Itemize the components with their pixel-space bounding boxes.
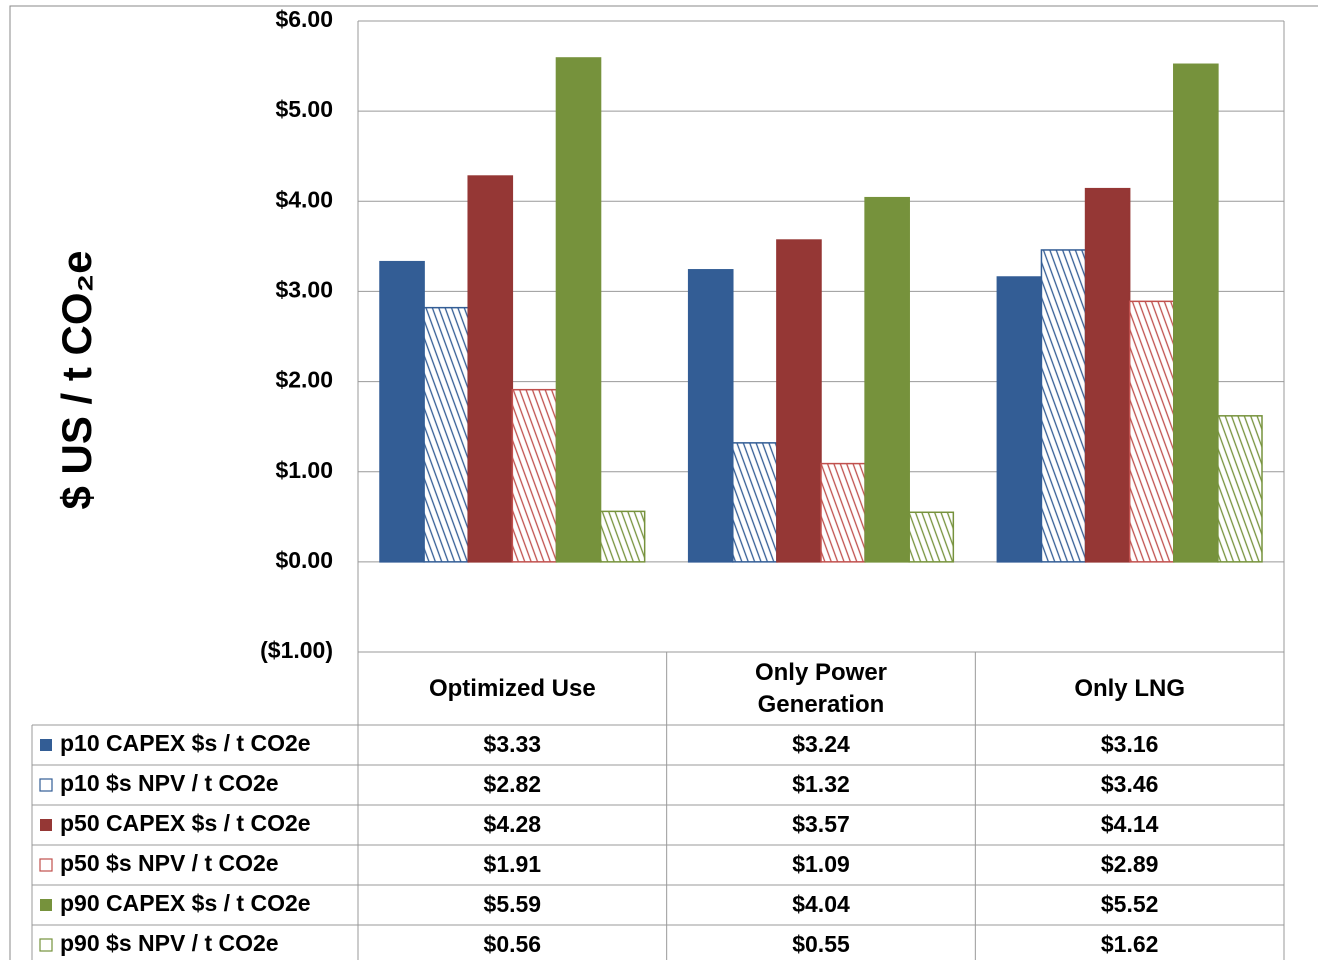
bar bbox=[423, 306, 469, 563]
table-value: $2.89 bbox=[1101, 851, 1159, 877]
table-value: $5.59 bbox=[484, 891, 542, 917]
legend-swatch bbox=[40, 819, 52, 831]
bar bbox=[687, 269, 734, 563]
table-value: $3.24 bbox=[792, 731, 850, 757]
y-tick-label: $6.00 bbox=[275, 6, 333, 32]
bar bbox=[1128, 300, 1175, 563]
bar bbox=[776, 239, 822, 563]
y-axis-title: $ US / t CO₂e bbox=[53, 250, 100, 509]
x-tick-label: Only Power Generation bbox=[754, 658, 888, 718]
table-value: $1.91 bbox=[484, 851, 542, 877]
table-value: $3.33 bbox=[484, 731, 542, 757]
bar bbox=[379, 260, 425, 563]
legend-label: p90 $s NPV / t CO2e bbox=[60, 930, 279, 956]
y-tick-label: $2.00 bbox=[275, 367, 333, 393]
bar bbox=[732, 442, 778, 563]
bar bbox=[599, 510, 646, 563]
table-value: $5.52 bbox=[1101, 891, 1159, 917]
bar bbox=[1084, 187, 1131, 563]
table-value: $1.32 bbox=[792, 771, 850, 797]
bar bbox=[908, 511, 955, 563]
table-value: $3.57 bbox=[792, 811, 850, 837]
y-tick-label: $5.00 bbox=[275, 96, 333, 122]
legend-label: p50 $s NPV / t CO2e bbox=[60, 850, 279, 876]
legend-label: p50 CAPEX $s / t CO2e bbox=[60, 810, 311, 836]
bar bbox=[1217, 415, 1263, 563]
legend-swatch bbox=[39, 858, 53, 872]
x-tick-label: Only LNG bbox=[1074, 674, 1185, 702]
table-value: $4.14 bbox=[1101, 811, 1159, 837]
legend-swatch bbox=[40, 899, 52, 911]
bar bbox=[1173, 63, 1219, 563]
legend-label: p90 CAPEX $s / t CO2e bbox=[60, 890, 311, 916]
table-value: $2.82 bbox=[484, 771, 542, 797]
y-tick-label: $1.00 bbox=[275, 457, 333, 483]
table-value: $4.28 bbox=[484, 811, 542, 837]
table-value: $1.09 bbox=[792, 851, 850, 877]
table-value: $4.04 bbox=[792, 891, 850, 917]
legend-swatch bbox=[39, 938, 53, 952]
legend-swatch bbox=[40, 739, 52, 751]
legend-label: p10 $s NPV / t CO2e bbox=[60, 770, 279, 796]
table-value: $1.62 bbox=[1101, 931, 1159, 957]
bar bbox=[1040, 249, 1087, 563]
bar bbox=[555, 57, 602, 563]
legend-swatch bbox=[39, 778, 53, 792]
bar bbox=[511, 388, 558, 563]
bar bbox=[467, 175, 514, 563]
bar bbox=[864, 196, 910, 563]
x-tick-label: Optimized Use bbox=[428, 674, 596, 702]
bar bbox=[820, 462, 866, 563]
legend-label: p10 CAPEX $s / t CO2e bbox=[60, 730, 311, 756]
table-value: $0.55 bbox=[792, 931, 850, 957]
table-value: $3.16 bbox=[1101, 731, 1159, 757]
y-tick-label: $0.00 bbox=[275, 547, 333, 573]
y-tick-label: ($1.00) bbox=[260, 637, 333, 663]
table-value: $3.46 bbox=[1101, 771, 1159, 797]
frame bbox=[9, 5, 1318, 960]
y-tick-label: $3.00 bbox=[275, 277, 333, 303]
bar bbox=[996, 276, 1043, 563]
y-tick-label: $4.00 bbox=[275, 186, 333, 212]
table-value: $0.56 bbox=[484, 931, 542, 957]
